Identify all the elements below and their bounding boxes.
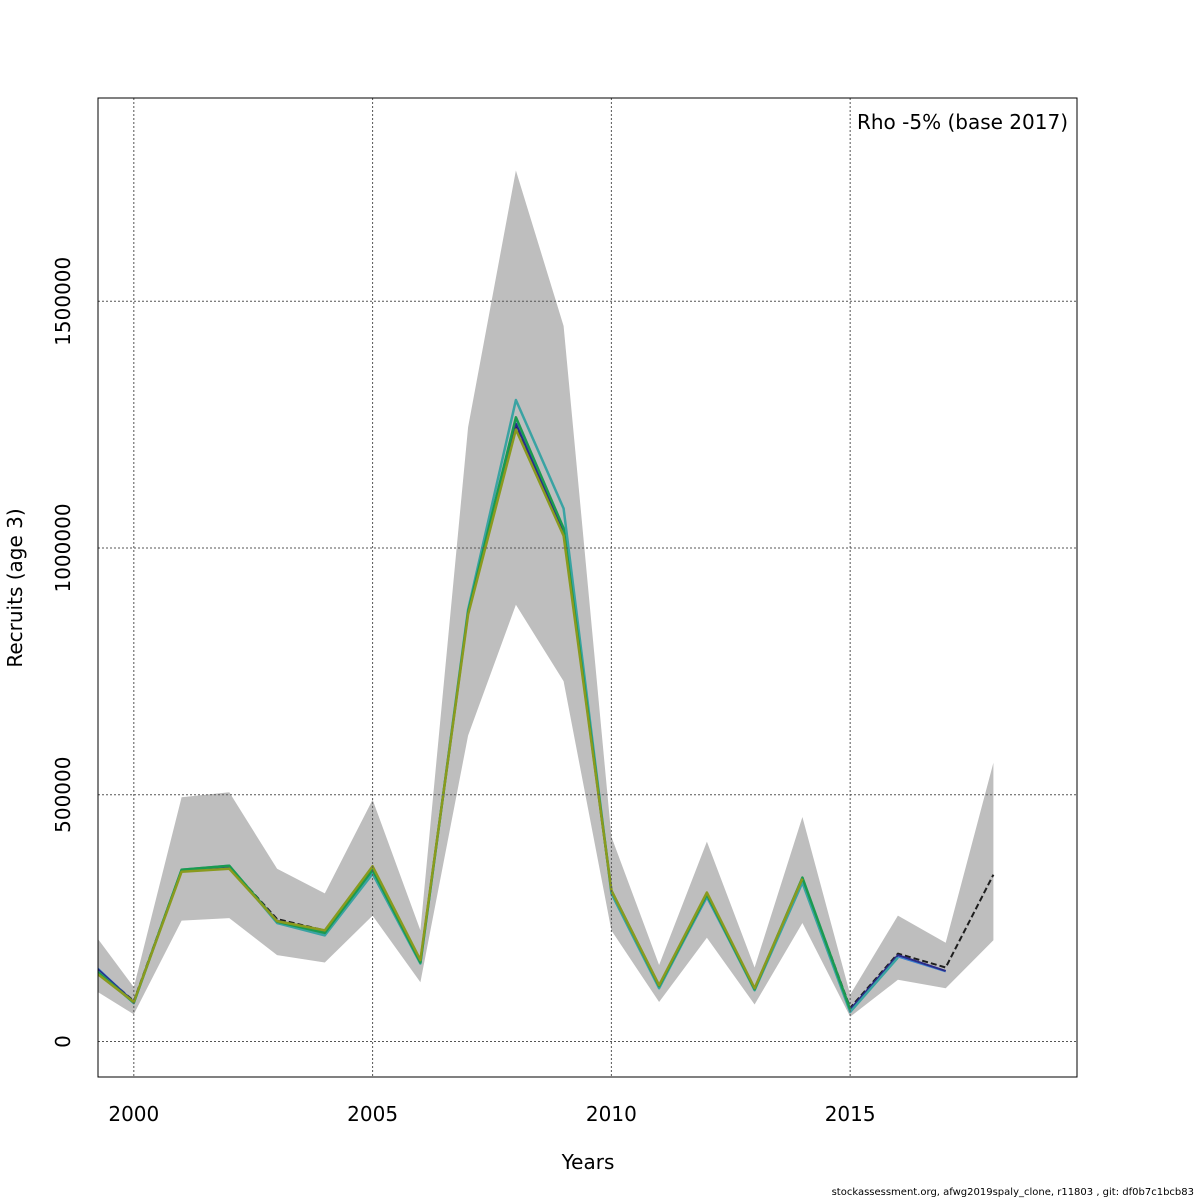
plot-region: 2000 2005 2010 2015 0 500000 1000000 1500000 — [51, 97, 1078, 1126]
y-tick-label: 1500000 — [51, 257, 75, 346]
plot-clipped-layer — [98, 170, 995, 1017]
series-line-6 — [98, 428, 804, 1004]
confidence-band — [98, 170, 994, 1017]
y-tick-label: 1000000 — [51, 503, 75, 592]
y-axis-title: Recruits (age 3) — [3, 508, 27, 667]
x-tick-label: 2010 — [586, 1102, 637, 1126]
legend-text: Rho -5% (base 2017) — [857, 110, 1068, 134]
plot-border — [97, 97, 1078, 1078]
x-tick-label: 2000 — [108, 1102, 159, 1126]
x-tick-label: 2005 — [347, 1102, 398, 1126]
x-tick-label: 2015 — [825, 1102, 876, 1126]
y-tick-label: 0 — [51, 1035, 75, 1048]
x-axis-title: Years — [561, 1150, 615, 1174]
footer-source: stockassessment.org, afwg2019spaly_clone… — [831, 1187, 1194, 1198]
y-tick-label: 500000 — [51, 757, 75, 833]
